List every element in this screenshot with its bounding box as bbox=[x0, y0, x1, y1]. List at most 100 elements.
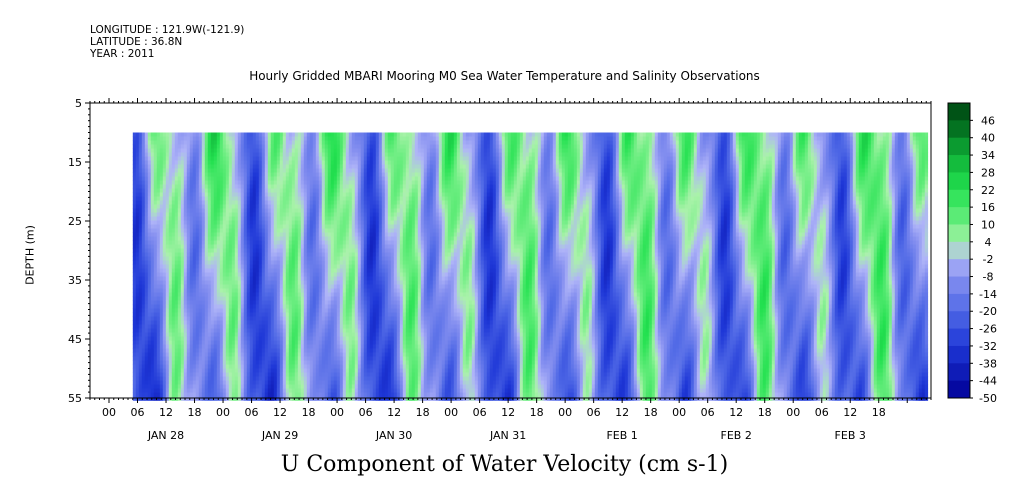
heatmap-cell bbox=[321, 348, 326, 353]
heatmap-cell bbox=[231, 308, 236, 313]
heatmap-cell bbox=[138, 364, 143, 369]
heatmap-cell bbox=[231, 316, 236, 321]
heatmap-cell bbox=[297, 276, 302, 281]
heatmap-cell bbox=[222, 168, 227, 173]
heatmap-cell bbox=[165, 372, 170, 377]
heatmap-cell bbox=[189, 308, 194, 313]
heatmap-cell bbox=[201, 364, 206, 369]
heatmap-cell bbox=[186, 324, 191, 329]
heatmap-cell bbox=[252, 376, 257, 381]
heatmap-cell bbox=[234, 388, 239, 393]
heatmap-cell bbox=[312, 136, 317, 141]
heatmap-cell bbox=[147, 284, 152, 289]
heatmap-cell bbox=[303, 152, 308, 157]
heatmap-cell bbox=[270, 364, 275, 369]
heatmap-cell bbox=[285, 160, 290, 165]
heatmap-cell bbox=[177, 392, 182, 397]
heatmap-cell bbox=[282, 156, 287, 161]
heatmap-cell bbox=[141, 184, 146, 189]
heatmap-cell bbox=[141, 396, 146, 401]
heatmap-cell bbox=[162, 156, 167, 161]
heatmap-cell bbox=[339, 364, 344, 369]
heatmap-cell bbox=[318, 164, 323, 169]
heatmap-cell bbox=[288, 272, 293, 277]
heatmap-cell bbox=[198, 244, 203, 249]
heatmap-cell bbox=[147, 228, 152, 233]
heatmap-cell bbox=[204, 208, 209, 213]
heatmap-cell bbox=[198, 352, 203, 357]
heatmap-cell bbox=[213, 164, 218, 169]
heatmap-cell bbox=[198, 356, 203, 361]
heatmap-cell bbox=[276, 392, 281, 397]
heatmap-cell bbox=[309, 288, 314, 293]
heatmap-cell bbox=[342, 264, 347, 269]
heatmap-cell bbox=[318, 236, 323, 241]
heatmap-cell bbox=[255, 300, 260, 305]
heatmap-cell bbox=[288, 208, 293, 213]
heatmap-cell bbox=[225, 316, 230, 321]
heatmap-cell bbox=[183, 360, 188, 365]
heatmap-cell bbox=[165, 380, 170, 385]
heatmap-cell bbox=[165, 388, 170, 393]
heatmap-cell bbox=[279, 132, 284, 137]
heatmap-cell bbox=[330, 216, 335, 221]
heatmap-cell bbox=[213, 192, 218, 197]
heatmap-cell bbox=[192, 256, 197, 261]
heatmap-cell bbox=[207, 300, 212, 305]
heatmap-cell bbox=[261, 188, 266, 193]
heatmap-cell bbox=[165, 200, 170, 205]
heatmap-cell bbox=[174, 312, 179, 317]
heatmap-cell bbox=[207, 224, 212, 229]
heatmap-cell bbox=[192, 352, 197, 357]
heatmap-cell bbox=[243, 160, 248, 165]
heatmap-cell bbox=[171, 156, 176, 161]
heatmap-cell bbox=[288, 376, 293, 381]
heatmap-cell bbox=[261, 204, 266, 209]
heatmap-cell bbox=[207, 176, 212, 181]
heatmap-cell bbox=[153, 192, 158, 197]
heatmap-cell bbox=[201, 136, 206, 141]
heatmap-cell bbox=[165, 188, 170, 193]
heatmap-cell bbox=[342, 308, 347, 313]
heatmap-cell bbox=[264, 376, 269, 381]
heatmap-cell bbox=[243, 260, 248, 265]
heatmap-cell bbox=[144, 324, 149, 329]
heatmap-cell bbox=[147, 336, 152, 341]
heatmap-cell bbox=[246, 288, 251, 293]
heatmap-cell bbox=[207, 196, 212, 201]
heatmap-cell bbox=[186, 184, 191, 189]
heatmap-cell bbox=[348, 152, 353, 157]
heatmap-cell bbox=[162, 356, 167, 361]
heatmap-cell bbox=[147, 224, 152, 229]
heatmap-cell bbox=[171, 280, 176, 285]
heatmap-cell bbox=[237, 268, 242, 273]
heatmap-cell bbox=[207, 164, 212, 169]
heatmap-cell bbox=[150, 264, 155, 269]
heatmap-cell bbox=[147, 320, 152, 325]
heatmap-cell bbox=[153, 352, 158, 357]
heatmap-cell bbox=[201, 220, 206, 225]
heatmap-cell bbox=[255, 312, 260, 317]
heatmap-cell bbox=[327, 360, 332, 365]
heatmap-cell bbox=[318, 264, 323, 269]
heatmap-cell bbox=[345, 252, 350, 257]
heatmap-cell bbox=[219, 136, 224, 141]
heatmap-cell bbox=[198, 256, 203, 261]
heatmap-cell bbox=[180, 376, 185, 381]
heatmap-cell bbox=[333, 240, 338, 245]
heatmap-cell bbox=[297, 228, 302, 233]
heatmap-cell bbox=[219, 172, 224, 177]
heatmap-cell bbox=[273, 264, 278, 269]
heatmap-cell bbox=[306, 196, 311, 201]
heatmap-cell bbox=[231, 352, 236, 357]
heatmap-cell bbox=[348, 232, 353, 237]
heatmap-cell bbox=[348, 320, 353, 325]
heatmap-cell bbox=[318, 356, 323, 361]
heatmap-cell bbox=[354, 136, 359, 141]
heatmap-cell bbox=[150, 200, 155, 205]
heatmap-cell bbox=[264, 196, 269, 201]
heatmap-cell bbox=[339, 192, 344, 197]
heatmap-cell bbox=[342, 356, 347, 361]
heatmap-cell bbox=[213, 380, 218, 385]
heatmap-cell bbox=[348, 268, 353, 273]
